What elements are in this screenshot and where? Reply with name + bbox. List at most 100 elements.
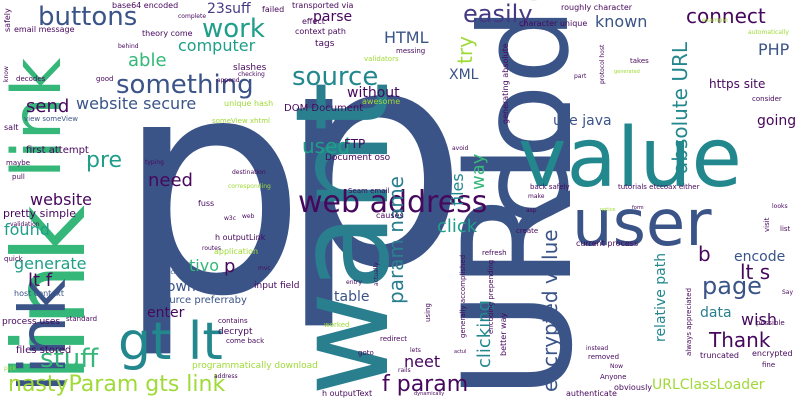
- word-create: create: [516, 227, 539, 235]
- word-standard: standard: [66, 315, 98, 323]
- word-neet: neet: [404, 352, 441, 371]
- word-input-field: input field: [254, 281, 300, 291]
- word-lt-f: lt f: [28, 270, 53, 291]
- word-base64-encoded: base64 encoded: [112, 1, 179, 10]
- word-html: HTML: [384, 28, 429, 47]
- word-php: PHP: [758, 40, 790, 59]
- word-23suff: 23suff: [207, 1, 251, 17]
- word-append: append: [217, 77, 240, 84]
- word-xml: XML: [449, 67, 479, 83]
- word-consider: consider: [752, 95, 782, 103]
- word-website: website: [30, 190, 92, 209]
- word-encoding-prepending: encoding prepending: [487, 259, 495, 334]
- word-generating-absolute: generating absolute: [501, 43, 510, 124]
- word-way: way: [468, 153, 489, 190]
- word-https-site: https site: [709, 77, 766, 91]
- word-behind: behind: [118, 43, 139, 50]
- word-using: using: [424, 303, 432, 322]
- word-form: form: [632, 205, 644, 211]
- word-link-small: link: [0, 57, 77, 178]
- word-host-context: host context: [14, 289, 64, 298]
- word-address: address: [214, 373, 238, 380]
- word-character-unique: character unique: [519, 19, 588, 28]
- word-visit: visit: [763, 217, 771, 232]
- word-tivo: tivo: [189, 256, 219, 275]
- word-know: know: [3, 66, 10, 82]
- word-list: list: [780, 225, 791, 233]
- word-able: able: [128, 50, 167, 71]
- word-thank: Thank: [709, 328, 771, 352]
- word-validation: validation: [10, 221, 40, 228]
- word-generally-accomplished: generally accomplished: [459, 254, 467, 338]
- word-redirect: redirect: [380, 335, 408, 343]
- word-p-small: p: [224, 256, 236, 277]
- word-generated: generated: [614, 69, 640, 75]
- word-protocol-host: protocol host: [599, 44, 606, 84]
- word-rails: rails: [398, 367, 411, 374]
- word-encrypted: encrypted: [752, 349, 793, 358]
- word-entry: entry: [346, 279, 362, 286]
- word-known: known: [595, 12, 648, 31]
- word-generate: generate: [14, 254, 87, 273]
- word-possible: possible: [756, 319, 785, 327]
- word-messing: messing: [396, 47, 426, 55]
- word-actually: actually: [373, 262, 380, 286]
- word-used: used: [302, 134, 351, 158]
- word-view-someview: view someView: [24, 115, 79, 123]
- word-stuff: stuff: [40, 344, 99, 374]
- word-first-attempt: first attempt: [26, 145, 89, 156]
- word-looks: looks: [772, 203, 788, 210]
- word-complete: complete: [178, 13, 207, 20]
- word-param-name: param name: [384, 176, 408, 304]
- word-current-process: current process: [576, 239, 639, 248]
- word-f-param: f param: [382, 372, 469, 397]
- word-avoid: avoid: [452, 145, 469, 152]
- word-p-second: p: [278, 0, 469, 334]
- word-roughly-character: roughly character: [561, 3, 633, 12]
- word-nastyparam: nastyParam gts link: [8, 372, 226, 397]
- word-user: user: [572, 187, 712, 261]
- word-quick: quick: [4, 255, 23, 263]
- word-web: web: [242, 213, 255, 220]
- word-truncated: truncated: [700, 351, 740, 360]
- word-files-stored: files stored: [16, 345, 72, 356]
- word-automatically: automatically: [748, 29, 789, 36]
- word-context-path: context path: [295, 27, 346, 36]
- word-going: going: [757, 113, 797, 129]
- word-contains: contains: [218, 317, 248, 325]
- word-typing: typing: [145, 159, 164, 166]
- word-h-outputlink: h outputLink: [215, 233, 266, 242]
- word-files: files: [448, 173, 467, 206]
- word-click: click: [437, 216, 478, 237]
- word-good: good: [96, 75, 114, 83]
- word-relative-path: relative path: [653, 252, 669, 342]
- word-always-appreciated: always appreciated: [685, 287, 693, 356]
- word-programmatically-download: programmatically download: [192, 361, 318, 371]
- word-download: download: [158, 279, 226, 295]
- word-unique-hash: unique hash: [224, 99, 274, 108]
- word-asp: asp: [526, 207, 537, 214]
- word-seam-email: Seam email: [348, 187, 390, 195]
- word-lt-s: lt s: [740, 260, 771, 284]
- word-corresponding: corresponding: [228, 183, 271, 190]
- word-lets: lets: [410, 347, 421, 354]
- word-javascript: JavaScript: [154, 269, 185, 276]
- word-encrypted-value: encrypted value: [538, 229, 562, 392]
- word-something: something: [116, 70, 254, 100]
- word-w3c: w3c: [224, 215, 237, 222]
- word-link-mid: link: [7, 278, 81, 392]
- word-checking: checking: [238, 71, 265, 78]
- word-maybe: maybe: [6, 159, 31, 167]
- word-failed: failed: [262, 5, 285, 14]
- word-validators: validators: [364, 55, 399, 63]
- word-buttons: buttons: [38, 2, 138, 32]
- word-mvc: mvc: [258, 265, 271, 272]
- word-tags: tags: [315, 39, 335, 49]
- word-notice: notice: [600, 207, 616, 213]
- word-causes: causes: [376, 211, 404, 220]
- word-web-address: web address: [298, 185, 488, 220]
- word-connect: connect: [686, 4, 766, 28]
- word-ftp: FTP: [344, 137, 366, 151]
- word-without: without: [347, 85, 400, 101]
